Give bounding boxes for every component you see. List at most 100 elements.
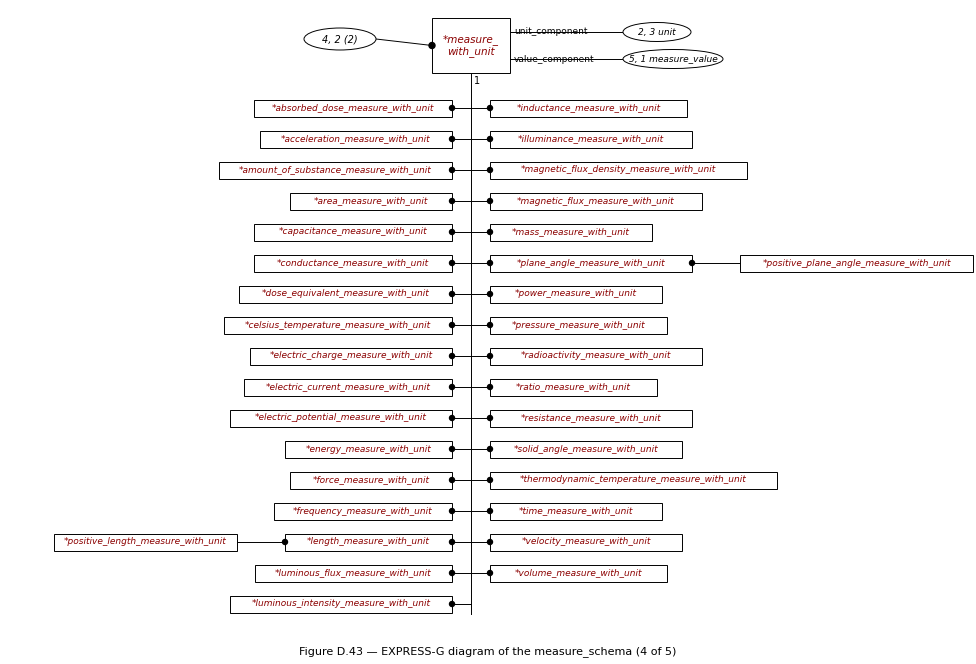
Text: *positive_plane_angle_measure_with_unit: *positive_plane_angle_measure_with_unit xyxy=(762,258,951,268)
Text: *radioactivity_measure_with_unit: *radioactivity_measure_with_unit xyxy=(521,351,671,361)
Text: *positive_length_measure_with_unit: *positive_length_measure_with_unit xyxy=(64,537,226,546)
Circle shape xyxy=(450,477,455,483)
Text: *electric_current_measure_with_unit: *electric_current_measure_with_unit xyxy=(265,382,430,392)
FancyBboxPatch shape xyxy=(285,533,452,550)
Circle shape xyxy=(487,199,493,203)
FancyBboxPatch shape xyxy=(490,254,692,272)
Text: unit_component: unit_component xyxy=(514,27,588,37)
FancyBboxPatch shape xyxy=(260,131,452,147)
Text: *ratio_measure_with_unit: *ratio_measure_with_unit xyxy=(516,382,630,392)
Circle shape xyxy=(429,42,435,48)
Ellipse shape xyxy=(623,23,691,41)
Circle shape xyxy=(450,353,455,359)
Text: value_component: value_component xyxy=(514,54,594,64)
Circle shape xyxy=(487,570,493,576)
Text: 2, 3 unit: 2, 3 unit xyxy=(638,27,675,37)
FancyBboxPatch shape xyxy=(54,533,237,550)
FancyBboxPatch shape xyxy=(274,503,452,519)
Ellipse shape xyxy=(304,28,376,50)
Text: 4, 2 (2): 4, 2 (2) xyxy=(322,34,358,44)
Circle shape xyxy=(450,291,455,297)
FancyBboxPatch shape xyxy=(230,410,452,426)
Circle shape xyxy=(487,230,493,234)
Circle shape xyxy=(450,570,455,576)
Text: *area_measure_with_unit: *area_measure_with_unit xyxy=(314,197,428,205)
FancyBboxPatch shape xyxy=(224,317,452,333)
Text: *illuminance_measure_with_unit: *illuminance_measure_with_unit xyxy=(518,135,664,143)
FancyBboxPatch shape xyxy=(490,347,702,365)
FancyBboxPatch shape xyxy=(254,100,452,116)
FancyBboxPatch shape xyxy=(490,100,687,116)
Circle shape xyxy=(450,384,455,390)
Circle shape xyxy=(487,291,493,297)
Text: *thermodynamic_temperature_measure_with_unit: *thermodynamic_temperature_measure_with_… xyxy=(520,475,747,485)
FancyBboxPatch shape xyxy=(239,286,452,303)
Circle shape xyxy=(487,477,493,483)
Circle shape xyxy=(487,384,493,390)
Text: *frequency_measure_with_unit: *frequency_measure_with_unit xyxy=(293,507,432,515)
Text: 1: 1 xyxy=(474,76,480,86)
FancyBboxPatch shape xyxy=(490,503,662,519)
Text: *solid_angle_measure_with_unit: *solid_angle_measure_with_unit xyxy=(513,444,659,454)
FancyBboxPatch shape xyxy=(290,193,452,210)
Text: *electric_potential_measure_with_unit: *electric_potential_measure_with_unit xyxy=(255,414,427,422)
Circle shape xyxy=(487,509,493,513)
FancyBboxPatch shape xyxy=(490,410,692,426)
FancyBboxPatch shape xyxy=(490,533,682,550)
FancyBboxPatch shape xyxy=(432,18,510,73)
Circle shape xyxy=(487,539,493,544)
FancyBboxPatch shape xyxy=(490,317,667,333)
Text: *luminous_flux_measure_with_unit: *luminous_flux_measure_with_unit xyxy=(275,568,431,578)
FancyBboxPatch shape xyxy=(254,224,452,240)
Circle shape xyxy=(487,353,493,359)
FancyBboxPatch shape xyxy=(490,471,777,489)
Circle shape xyxy=(487,260,493,266)
Circle shape xyxy=(450,167,455,173)
Text: *dose_equivalent_measure_with_unit: *dose_equivalent_measure_with_unit xyxy=(262,290,429,299)
FancyBboxPatch shape xyxy=(219,161,452,179)
Circle shape xyxy=(450,416,455,420)
FancyBboxPatch shape xyxy=(490,378,657,396)
Circle shape xyxy=(450,106,455,110)
Text: *volume_measure_with_unit: *volume_measure_with_unit xyxy=(514,568,642,578)
Text: *pressure_measure_with_unit: *pressure_measure_with_unit xyxy=(511,321,645,329)
Ellipse shape xyxy=(623,50,723,68)
Text: *magnetic_flux_density_measure_with_unit: *magnetic_flux_density_measure_with_unit xyxy=(521,165,716,175)
Text: *resistance_measure_with_unit: *resistance_measure_with_unit xyxy=(520,414,662,422)
Circle shape xyxy=(450,137,455,141)
Text: *absorbed_dose_measure_with_unit: *absorbed_dose_measure_with_unit xyxy=(271,104,434,112)
Text: *force_measure_with_unit: *force_measure_with_unit xyxy=(312,475,429,485)
FancyBboxPatch shape xyxy=(230,596,452,612)
Circle shape xyxy=(487,446,493,452)
Text: *power_measure_with_unit: *power_measure_with_unit xyxy=(515,290,637,299)
Circle shape xyxy=(487,167,493,173)
FancyBboxPatch shape xyxy=(490,440,682,457)
Circle shape xyxy=(450,539,455,544)
FancyBboxPatch shape xyxy=(285,440,452,457)
FancyBboxPatch shape xyxy=(290,471,452,489)
FancyBboxPatch shape xyxy=(490,193,702,210)
Text: *time_measure_with_unit: *time_measure_with_unit xyxy=(519,507,633,515)
Text: *energy_measure_with_unit: *energy_measure_with_unit xyxy=(305,444,431,454)
Text: 5, 1 measure_value: 5, 1 measure_value xyxy=(629,54,717,64)
Circle shape xyxy=(450,602,455,606)
Text: *conductance_measure_with_unit: *conductance_measure_with_unit xyxy=(277,258,429,268)
Text: *plane_angle_measure_with_unit: *plane_angle_measure_with_unit xyxy=(516,258,666,268)
Circle shape xyxy=(450,446,455,452)
Circle shape xyxy=(450,509,455,513)
FancyBboxPatch shape xyxy=(490,224,652,240)
Text: *mass_measure_with_unit: *mass_measure_with_unit xyxy=(512,228,630,236)
Text: *velocity_measure_with_unit: *velocity_measure_with_unit xyxy=(521,537,651,546)
Text: *magnetic_flux_measure_with_unit: *magnetic_flux_measure_with_unit xyxy=(517,197,674,205)
Circle shape xyxy=(450,260,455,266)
FancyBboxPatch shape xyxy=(490,161,747,179)
Text: *electric_charge_measure_with_unit: *electric_charge_measure_with_unit xyxy=(269,351,432,361)
Circle shape xyxy=(487,416,493,420)
Text: Figure D.43 — EXPRESS-G diagram of the measure_schema (4 of 5): Figure D.43 — EXPRESS-G diagram of the m… xyxy=(300,647,676,657)
FancyBboxPatch shape xyxy=(490,564,667,582)
FancyBboxPatch shape xyxy=(255,564,452,582)
Text: *acceleration_measure_with_unit: *acceleration_measure_with_unit xyxy=(281,135,430,143)
Text: *length_measure_with_unit: *length_measure_with_unit xyxy=(307,537,430,546)
Circle shape xyxy=(487,323,493,327)
Text: *celsius_temperature_measure_with_unit: *celsius_temperature_measure_with_unit xyxy=(245,321,431,329)
